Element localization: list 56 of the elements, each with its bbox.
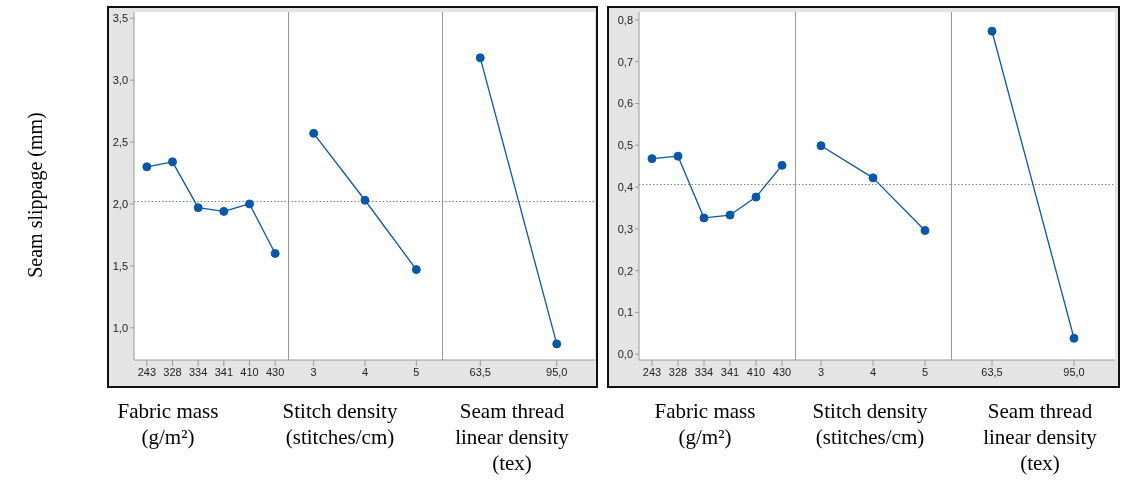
y-tick-label: 0,6 bbox=[617, 97, 633, 110]
x-axis-title: Stitch density (stitches/cm) bbox=[811, 398, 929, 450]
y-tick-label: 0,7 bbox=[617, 55, 633, 68]
x-tick-label: 4 bbox=[361, 365, 369, 378]
point bbox=[725, 210, 735, 220]
point bbox=[245, 199, 254, 209]
x-tick-label: 328 bbox=[668, 365, 688, 378]
x-axis-title: Fabric mass (g/m²) bbox=[653, 398, 757, 450]
y-tick-label: 1,0 bbox=[112, 321, 128, 334]
x-tick-label: 63,5 bbox=[981, 365, 1003, 378]
x-tick-label: 334 bbox=[694, 365, 714, 378]
point bbox=[270, 249, 280, 258]
x-axis-title: Stitch density (stitches/cm) bbox=[281, 398, 399, 450]
x-axis-title: Seam thread linear density (tex) bbox=[982, 398, 1098, 476]
x-tick-label: 95,0 bbox=[1063, 365, 1085, 378]
y-tick-label: 3,0 bbox=[112, 74, 128, 87]
y-tick-label: 0,0 bbox=[617, 348, 633, 361]
y-tick-label: 0,2 bbox=[617, 264, 633, 277]
y-tick-label: 0,8 bbox=[617, 13, 633, 26]
y-tick-label: 0,4 bbox=[617, 180, 633, 193]
point bbox=[647, 154, 657, 164]
point bbox=[751, 192, 761, 202]
x-tick-label: 410 bbox=[240, 365, 259, 378]
point bbox=[673, 151, 683, 161]
x-tick-label: 410 bbox=[746, 365, 766, 378]
x-tick-label: 243 bbox=[642, 365, 662, 378]
x-tick-label: 341 bbox=[214, 365, 234, 378]
x-tick-label: 3 bbox=[310, 365, 317, 378]
x-tick-label: 430 bbox=[265, 365, 285, 378]
y-tick-label: 0,1 bbox=[617, 306, 633, 319]
point bbox=[142, 162, 152, 172]
y-tick-label: 1,5 bbox=[112, 259, 128, 272]
x-tick-label: 341 bbox=[720, 365, 740, 378]
point bbox=[777, 160, 787, 170]
point bbox=[193, 203, 203, 213]
x-tick-label: 430 bbox=[772, 365, 792, 378]
y-tick-label: 3,5 bbox=[112, 12, 128, 25]
point bbox=[699, 213, 709, 223]
y-axis-title: Seam slippage (mm) bbox=[23, 111, 48, 280]
y-tick-label: 2,0 bbox=[112, 197, 128, 210]
point bbox=[219, 206, 229, 216]
x-tick-label: 334 bbox=[188, 365, 208, 378]
y-tick-label: 0,3 bbox=[617, 222, 633, 235]
x-tick-label: 5 bbox=[921, 365, 929, 378]
x-tick-label: 328 bbox=[163, 365, 182, 378]
x-tick-label: 95,0 bbox=[546, 365, 568, 378]
x-axis-title: Fabric mass (g/m²) bbox=[116, 398, 220, 450]
x-tick-label: 63,5 bbox=[469, 365, 491, 378]
x-axis-title: Seam thread linear density (tex) bbox=[454, 398, 570, 476]
x-tick-label: 243 bbox=[137, 365, 157, 378]
point bbox=[168, 157, 177, 167]
x-tick-label: 3 bbox=[817, 365, 825, 378]
x-tick-label: 5 bbox=[413, 365, 420, 378]
y-tick-label: 2,5 bbox=[112, 135, 128, 148]
x-tick-label: 4 bbox=[869, 365, 877, 378]
y-tick-label: 0,5 bbox=[617, 139, 633, 152]
